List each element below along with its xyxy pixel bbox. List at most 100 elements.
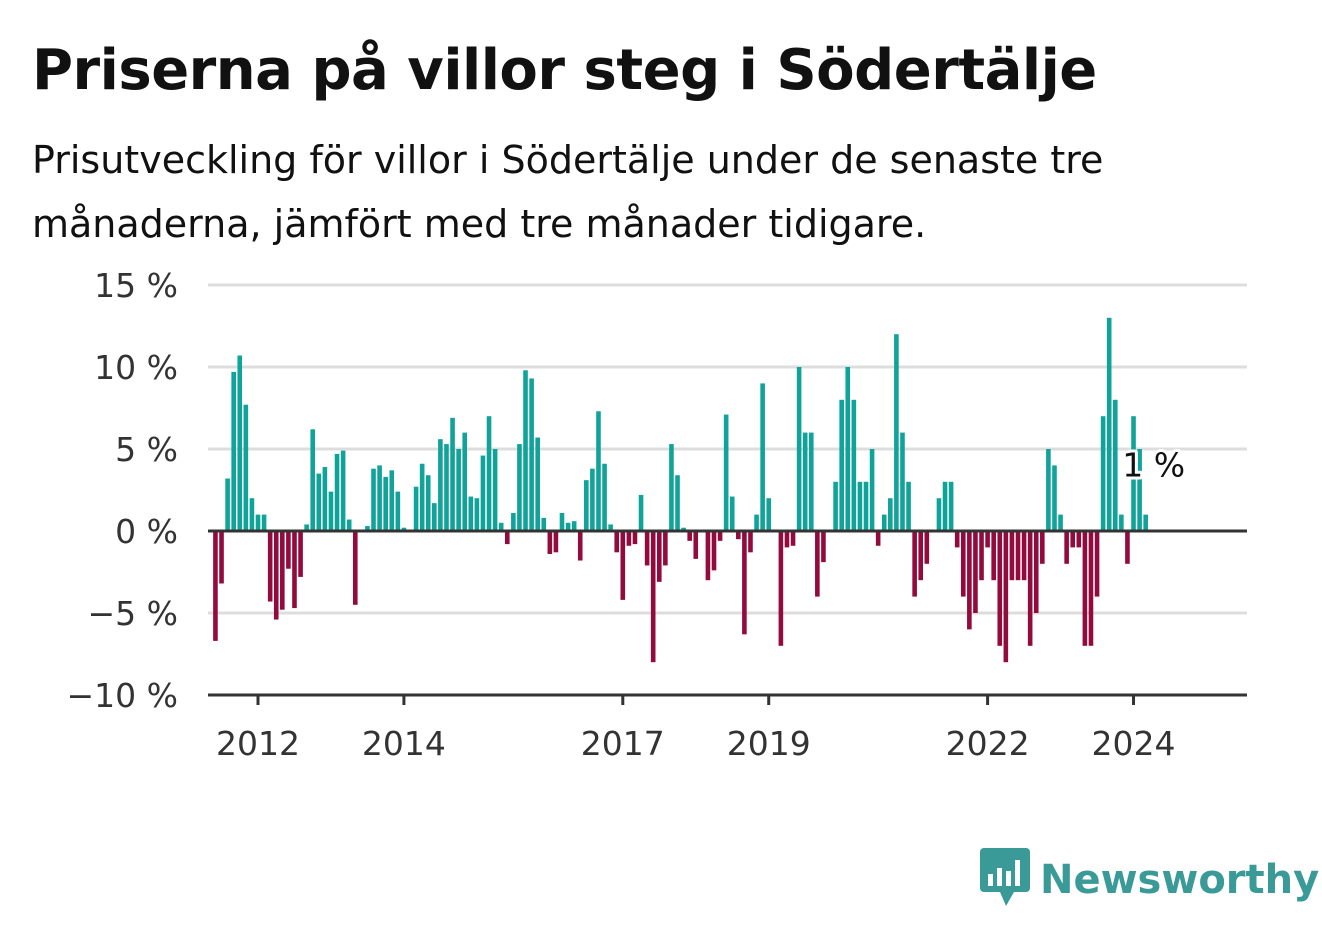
y-tick-label: 15 % bbox=[94, 266, 178, 305]
bar bbox=[1119, 514, 1124, 531]
bar bbox=[377, 465, 382, 531]
bar bbox=[352, 531, 358, 605]
bar bbox=[1058, 514, 1063, 531]
bar bbox=[584, 480, 589, 531]
bar bbox=[924, 531, 930, 564]
bar bbox=[504, 531, 510, 545]
chart-subtitle: Prisutveckling för villor i Södertälje u… bbox=[32, 138, 1104, 246]
bar bbox=[310, 429, 316, 531]
bar bbox=[577, 531, 583, 561]
bar bbox=[918, 531, 924, 581]
bar bbox=[687, 531, 692, 541]
bar bbox=[340, 450, 346, 531]
bar bbox=[973, 531, 978, 613]
x-axis-ticks: 2012 2014 2017 2019 2022 2024 bbox=[216, 695, 1176, 763]
bar bbox=[815, 531, 820, 597]
bar bbox=[650, 531, 656, 663]
bar bbox=[1064, 531, 1069, 564]
bar bbox=[383, 476, 388, 531]
y-tick-label: 0 % bbox=[115, 512, 178, 551]
bar bbox=[559, 512, 565, 531]
bar bbox=[881, 514, 887, 531]
bar bbox=[474, 498, 480, 531]
bar bbox=[1131, 416, 1136, 531]
chart-title: Priserna på villor steg i Södertälje bbox=[32, 38, 1097, 103]
bar bbox=[255, 514, 261, 531]
bar bbox=[413, 486, 419, 531]
bar bbox=[997, 531, 1003, 646]
bar bbox=[742, 531, 747, 635]
bar bbox=[936, 498, 942, 531]
bar bbox=[456, 449, 461, 531]
bar bbox=[219, 531, 224, 584]
bar bbox=[547, 531, 553, 554]
bar bbox=[614, 531, 620, 553]
bar bbox=[1027, 531, 1033, 646]
bar bbox=[596, 411, 601, 531]
bar bbox=[541, 517, 547, 531]
y-tick-label: −5 % bbox=[88, 594, 179, 633]
bar bbox=[729, 496, 735, 531]
bar bbox=[632, 531, 638, 545]
x-tick-label: 2014 bbox=[362, 724, 446, 763]
bar bbox=[991, 531, 996, 581]
bar bbox=[608, 524, 613, 531]
bar bbox=[1125, 531, 1130, 564]
bar bbox=[243, 404, 249, 531]
bar bbox=[231, 371, 236, 531]
bar bbox=[948, 481, 954, 531]
bar bbox=[389, 470, 395, 531]
bar bbox=[717, 531, 723, 541]
bar bbox=[644, 531, 650, 566]
x-tick-label: 2024 bbox=[1092, 724, 1176, 763]
bar bbox=[298, 531, 303, 577]
bar bbox=[1106, 317, 1112, 531]
bar bbox=[1112, 399, 1118, 531]
bar bbox=[681, 527, 686, 531]
bar bbox=[511, 512, 516, 531]
axes bbox=[208, 529, 1247, 697]
bar bbox=[553, 531, 559, 553]
bar bbox=[401, 527, 407, 531]
bar bbox=[857, 481, 863, 531]
bar bbox=[863, 481, 869, 531]
bar bbox=[960, 531, 966, 597]
bar bbox=[748, 531, 753, 553]
bar bbox=[249, 498, 255, 531]
bar bbox=[766, 498, 772, 531]
bar bbox=[225, 478, 230, 531]
bar bbox=[851, 399, 857, 531]
bar bbox=[1088, 531, 1094, 646]
bar bbox=[1009, 531, 1015, 581]
bar bbox=[535, 437, 540, 531]
bar bbox=[529, 378, 534, 531]
bar bbox=[365, 526, 370, 531]
bar bbox=[1040, 531, 1045, 564]
bar bbox=[675, 475, 680, 531]
bar bbox=[1076, 531, 1082, 548]
bar bbox=[888, 498, 893, 531]
bar bbox=[736, 531, 741, 540]
bar bbox=[425, 475, 431, 531]
bar bbox=[754, 514, 759, 531]
bar bbox=[280, 531, 285, 610]
bar bbox=[486, 416, 492, 531]
bar bbox=[432, 503, 437, 531]
bar bbox=[954, 531, 960, 548]
bar bbox=[1046, 449, 1051, 531]
bar bbox=[942, 481, 948, 531]
bar bbox=[839, 399, 844, 531]
bar bbox=[316, 473, 322, 531]
bar bbox=[1082, 531, 1088, 646]
bar bbox=[1015, 531, 1021, 581]
bar bbox=[565, 522, 571, 531]
bar bbox=[1052, 465, 1057, 531]
last-value-label: 1 % bbox=[1122, 446, 1185, 485]
bar bbox=[875, 531, 881, 546]
bar bbox=[1143, 514, 1148, 531]
bar bbox=[237, 355, 243, 531]
bar bbox=[273, 531, 279, 620]
bar bbox=[450, 417, 455, 531]
bar bbox=[802, 432, 808, 531]
